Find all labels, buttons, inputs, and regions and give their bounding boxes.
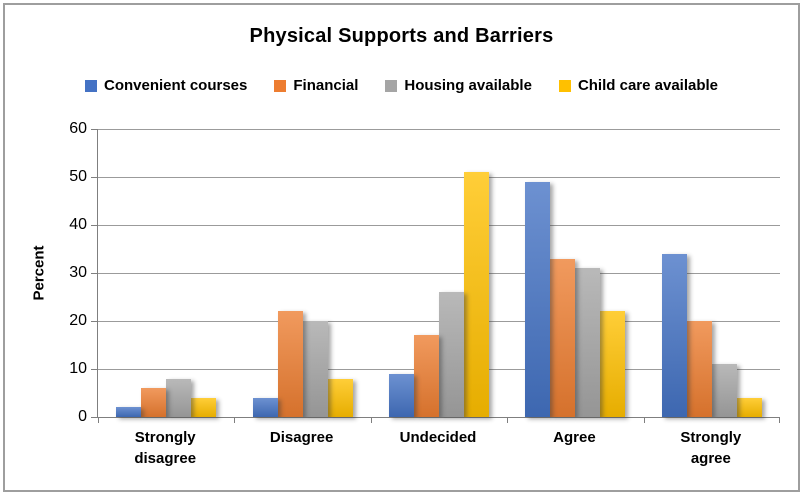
chart-frame: Physical Supports and Barriers Convenien…: [3, 3, 800, 492]
x-axis-tick-mark: [643, 417, 645, 423]
legend-item: Financial: [274, 77, 358, 94]
legend-label: Child care available: [577, 77, 719, 94]
bar-group: [371, 129, 507, 417]
y-tick-label: 10: [69, 360, 87, 377]
x-category-label-text: Strongly agree: [680, 429, 742, 467]
y-axis-tick-labels: 0 10 20 30 40 50 60: [5, 120, 87, 425]
bar: [525, 181, 551, 417]
bar: [141, 388, 167, 417]
bar: [277, 311, 303, 417]
legend-swatch-icon: [84, 79, 97, 92]
x-category-label: Strongly disagree: [97, 427, 233, 469]
legend-swatch-icon: [274, 79, 287, 92]
bar: [661, 253, 687, 417]
bar: [252, 397, 278, 417]
bar: [166, 378, 192, 417]
bar: [302, 321, 328, 417]
x-category-label-text: Strongly disagree: [134, 429, 197, 467]
gridline: [98, 272, 780, 274]
y-axis-tick-mark: [91, 176, 97, 178]
bar-group: [644, 129, 780, 417]
x-category-label: Agree: [506, 427, 642, 469]
bar-group: [234, 129, 370, 417]
y-tick-label: 30: [69, 264, 87, 281]
y-axis-tick-mark: [91, 417, 97, 418]
y-tick-label: 0: [78, 408, 87, 425]
legend-item: Housing available: [385, 77, 532, 94]
y-tick-label: 20: [69, 312, 87, 329]
legend-swatch-icon: [558, 79, 571, 92]
y-tick-label: 60: [69, 120, 87, 137]
bar: [550, 258, 576, 417]
gridline: [98, 176, 780, 178]
y-axis-tick-mark: [91, 224, 97, 226]
y-axis-tick-mark: [91, 368, 97, 370]
legend-label: Convenient courses: [103, 77, 248, 94]
bar: [575, 268, 601, 417]
x-category-label-text: Agree: [553, 429, 596, 446]
legend-swatch-icon: [385, 79, 398, 92]
bar: [464, 172, 490, 417]
x-category-label: Undecided: [370, 427, 506, 469]
x-category-label: Strongly agree: [643, 427, 779, 469]
bar: [439, 292, 465, 417]
bar-group: [98, 129, 234, 417]
x-category-label-text: Disagree: [269, 429, 334, 446]
legend-label: Financial: [293, 77, 359, 94]
legend-item: Child care available: [558, 77, 719, 94]
bar: [686, 321, 712, 417]
chart-title: Physical Supports and Barriers: [249, 25, 554, 47]
bar: [327, 378, 353, 417]
x-axis-tick-mark: [370, 417, 372, 423]
bar: [736, 397, 762, 417]
bar: [116, 407, 142, 417]
x-category-label: Disagree: [233, 427, 369, 469]
x-axis-tick-mark: [779, 417, 780, 423]
gridline: [98, 224, 780, 226]
legend-item: Convenient courses: [84, 77, 248, 94]
y-axis-tick-mark: [91, 128, 97, 130]
y-tick-label: 40: [69, 216, 87, 233]
x-axis-tick-mark: [507, 417, 509, 423]
y-tick-label: 50: [69, 168, 87, 185]
y-axis-tick-mark: [91, 272, 97, 274]
legend: Convenient courses Financial Housing avail…: [5, 77, 798, 94]
gridline: [98, 320, 780, 322]
x-axis-tick-mark: [98, 417, 99, 423]
bar: [600, 311, 626, 417]
bar-group: [507, 129, 643, 417]
gridline: [98, 128, 780, 130]
x-axis-tick-mark: [234, 417, 236, 423]
bar: [389, 373, 415, 417]
bar: [191, 397, 217, 417]
bar: [414, 335, 440, 417]
x-category-label-text: Undecided: [399, 429, 477, 446]
bar: [711, 364, 737, 417]
y-axis-tick-mark: [91, 320, 97, 322]
x-axis-labels: Strongly disagree Disagree Undecided Agree S…: [97, 427, 779, 469]
legend-label: Housing available: [404, 77, 532, 94]
plot-area: [91, 128, 780, 423]
bar-groups: [98, 129, 780, 417]
